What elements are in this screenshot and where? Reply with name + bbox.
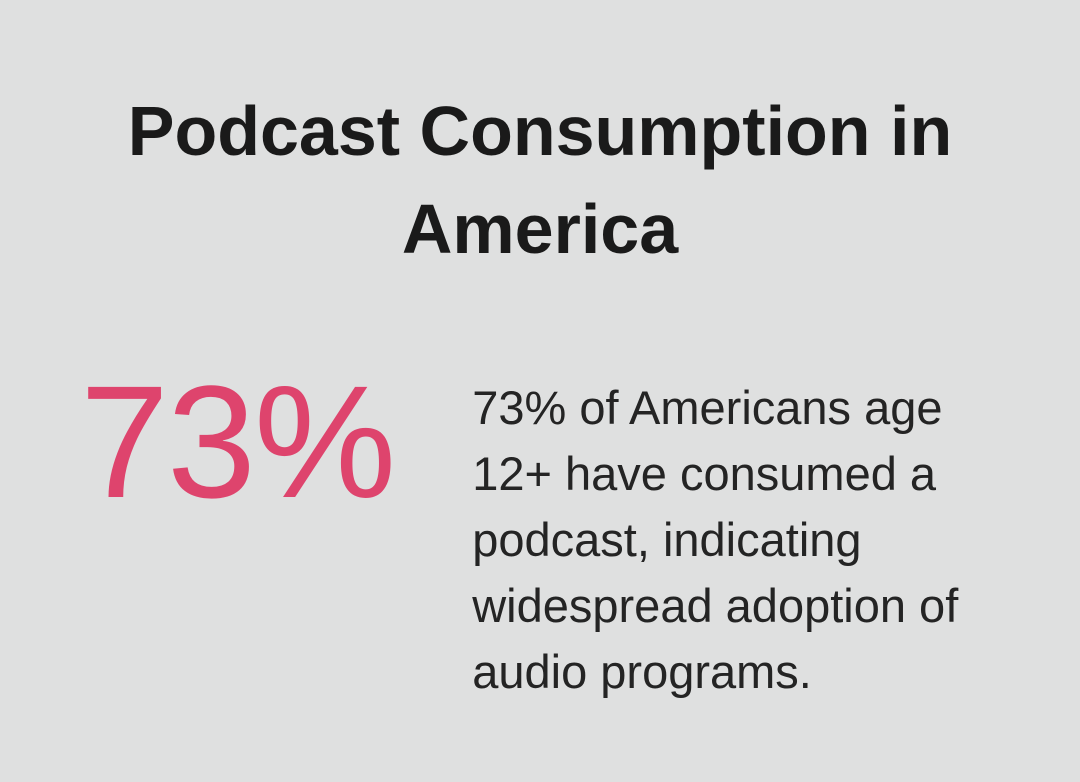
stat-value: 73% <box>80 352 396 531</box>
stat-description: 73% of Americans age 12+ have consumed a… <box>472 381 959 698</box>
page-title: Podcast Consumption in America <box>127 92 953 268</box>
stat-row: 73% 73% of Americans age 12+ have consum… <box>0 362 1080 705</box>
